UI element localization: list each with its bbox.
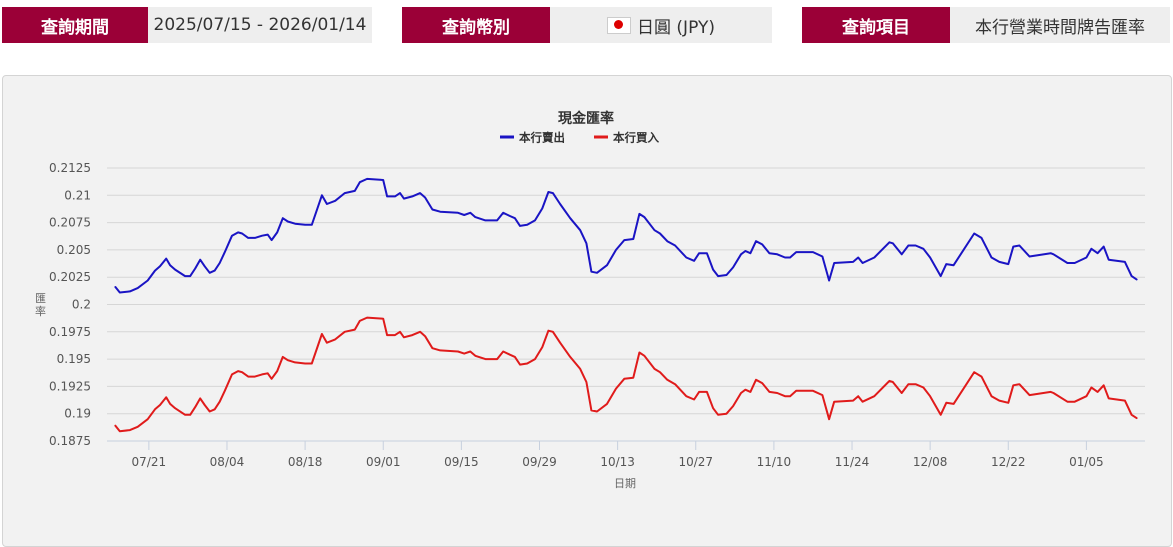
legend-sell[interactable]: 本行賣出 xyxy=(500,131,565,145)
query-period: 查詢期間 2025/07/15 - 2026/01/14 xyxy=(2,7,372,43)
y-axis-title-char: 匯 xyxy=(35,292,46,305)
y-tick-label: 0.205 xyxy=(57,243,91,257)
legend-buy[interactable]: 本行買入 xyxy=(594,131,659,145)
legend-sell-label: 本行賣出 xyxy=(519,131,565,145)
legend-buy-label: 本行買入 xyxy=(613,131,659,145)
x-tick-label: 08/18 xyxy=(288,455,323,469)
sell-rate-line xyxy=(114,177,1138,294)
x-tick-label: 07/21 xyxy=(132,455,167,469)
y-tick-label: 0.2075 xyxy=(49,216,91,230)
x-tick-label: 11/10 xyxy=(757,455,792,469)
x-tick-label: 09/01 xyxy=(366,455,401,469)
y-tick-label: 0.19 xyxy=(64,407,91,421)
x-tick-label: 09/29 xyxy=(522,455,557,469)
y-tick-label: 0.2125 xyxy=(49,161,91,175)
x-tick-label: 09/15 xyxy=(444,455,479,469)
y-tick-label: 0.1925 xyxy=(49,379,91,393)
query-item-label: 查詢項目 xyxy=(802,7,950,43)
query-period-value: 2025/07/15 - 2026/01/14 xyxy=(148,7,372,43)
x-tick-label: 10/27 xyxy=(678,455,713,469)
x-tick-label: 08/04 xyxy=(210,455,245,469)
y-tick-label: 0.2025 xyxy=(49,270,91,284)
query-period-label: 查詢期間 xyxy=(2,7,148,43)
query-item: 查詢項目 本行營業時間牌告匯率 xyxy=(802,7,1170,43)
y-axis-title: 匯率 xyxy=(35,292,46,318)
x-tick-label: 12/22 xyxy=(991,455,1026,469)
x-tick-label: 01/05 xyxy=(1069,455,1104,469)
x-tick-label: 10/13 xyxy=(600,455,635,469)
query-currency-value: 日圓 (JPY) xyxy=(550,7,772,43)
y-tick-label: 0.195 xyxy=(57,352,91,366)
chart-panel xyxy=(2,75,1172,547)
chart-title: 現金匯率 xyxy=(558,110,614,127)
y-tick-label: 0.21 xyxy=(64,188,91,202)
x-tick-label: 12/08 xyxy=(913,455,948,469)
y-axis-title-char: 率 xyxy=(35,304,46,318)
buy-rate-line xyxy=(114,316,1138,433)
query-currency: 查詢幣別 日圓 (JPY) xyxy=(402,7,772,43)
query-item-value: 本行營業時間牌告匯率 xyxy=(950,7,1170,43)
y-tick-label: 0.2 xyxy=(72,298,91,312)
x-axis-title: 日期 xyxy=(614,477,636,490)
currency-text: 日圓 (JPY) xyxy=(637,17,715,38)
x-tick-label: 11/24 xyxy=(835,455,870,469)
japan-flag-icon xyxy=(607,16,632,34)
query-currency-label: 查詢幣別 xyxy=(402,7,550,43)
y-tick-label: 0.1875 xyxy=(49,434,91,448)
exchange-rate-chart: 現金匯率 本行賣出 本行買入 0.21250.210.20750.2050.20… xyxy=(35,110,1145,490)
y-tick-label: 0.1975 xyxy=(49,325,91,339)
